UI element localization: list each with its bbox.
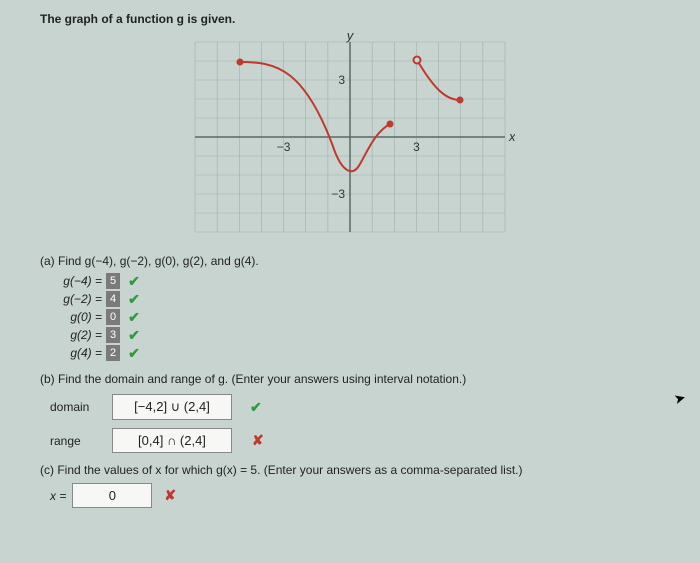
svg-text:x: x	[508, 129, 515, 144]
svg-text:−3: −3	[331, 187, 345, 201]
answer-row: g(−2) = 4 ✔	[50, 290, 660, 308]
x-equals-label: x =	[50, 489, 66, 503]
part-c-row: x = 0 ✘	[50, 483, 660, 508]
question-prompt: The graph of a function g is given.	[40, 12, 660, 26]
svg-text:y: y	[346, 32, 355, 43]
answer-box: 4	[106, 291, 120, 307]
graph-container: y x −3 3 3 −3	[40, 32, 660, 242]
range-input[interactable]: [0,4] ∩ (2,4]	[112, 428, 232, 453]
cross-icon: ✘	[164, 487, 176, 504]
part-c-input[interactable]: 0	[72, 483, 152, 508]
part-a-answers: g(−4) =5✔g(−2) =4✔g(0) =0✔g(2) =3✔g(4) =…	[50, 272, 660, 362]
cross-icon: ✘	[252, 432, 264, 449]
check-icon: ✔	[128, 327, 140, 344]
domain-label: domain	[50, 400, 98, 414]
answer-row: g(4) = 2 ✔	[50, 344, 660, 362]
cursor-icon: ➤	[672, 389, 688, 408]
equation-lhs: g(0) =	[50, 310, 102, 324]
function-graph: y x −3 3 3 −3	[185, 32, 515, 242]
check-icon: ✔	[128, 309, 140, 326]
check-icon: ✔	[128, 291, 140, 308]
domain-row: domain [−4,2] ∪ (2,4] ✔	[50, 394, 660, 420]
answer-row: g(−4) = 5 ✔	[50, 272, 660, 290]
check-icon: ✔	[128, 345, 140, 362]
answer-box: 2	[106, 345, 120, 361]
part-a-label: (a) Find g(−4), g(−2), g(0), g(2), and g…	[40, 254, 660, 268]
answer-box: 0	[106, 309, 120, 325]
equation-lhs: g(−4) =	[50, 274, 102, 288]
svg-text:3: 3	[413, 140, 420, 154]
svg-text:3: 3	[338, 73, 345, 87]
answer-row: g(2) = 3 ✔	[50, 326, 660, 344]
answer-box: 5	[106, 273, 120, 289]
check-icon: ✔	[128, 273, 140, 290]
equation-lhs: g(−2) =	[50, 292, 102, 306]
equation-lhs: g(4) =	[50, 346, 102, 360]
answer-box: 3	[106, 327, 120, 343]
range-label: range	[50, 434, 98, 448]
equation-lhs: g(2) =	[50, 328, 102, 342]
domain-input[interactable]: [−4,2] ∪ (2,4]	[112, 394, 232, 420]
range-row: range [0,4] ∩ (2,4] ✘	[50, 428, 660, 453]
part-c-label: (c) Find the values of x for which g(x) …	[40, 463, 660, 477]
answer-row: g(0) = 0 ✔	[50, 308, 660, 326]
check-icon: ✔	[250, 399, 262, 416]
svg-text:−3: −3	[277, 140, 291, 154]
part-b-label: (b) Find the domain and range of g. (Ent…	[40, 372, 660, 386]
